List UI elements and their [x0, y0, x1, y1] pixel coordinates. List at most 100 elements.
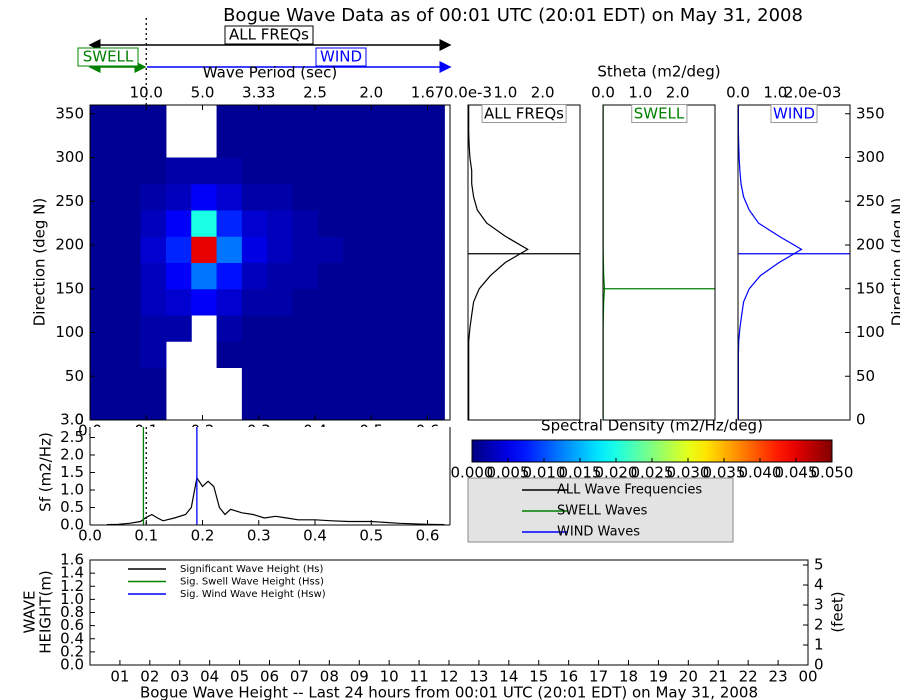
x-tick-label: 05 — [230, 668, 249, 686]
heat-cell — [368, 315, 395, 342]
x-tick-label: 1.0 — [628, 84, 652, 102]
x-tick-label: 10 — [380, 668, 399, 686]
panel-title: SWELL — [634, 105, 685, 123]
heat-cell — [216, 183, 243, 211]
colorbar-tick-label: 0.025 — [631, 464, 674, 482]
legend-label: Significant Wave Height (Hs) — [180, 564, 323, 575]
heat-cell — [368, 341, 395, 368]
y-tick-label: 0 — [74, 411, 84, 429]
heat-cell — [393, 183, 420, 211]
x-tick-label: 0.0 — [591, 84, 615, 102]
x-tick-label: 0.6 — [416, 527, 440, 545]
heat-cell — [393, 210, 420, 237]
heat-cell — [216, 157, 243, 185]
heat-cell — [393, 157, 420, 185]
y-tick-label: 100 — [55, 323, 84, 341]
heat-cell — [115, 183, 142, 211]
y-tick-label: 0.0 — [60, 656, 84, 674]
legend-label: SWELL Waves — [557, 504, 648, 519]
x-tick-label: 07 — [290, 668, 309, 686]
y-axis-label: Direction (deg N) — [889, 198, 900, 327]
x-tick-label: 14 — [499, 668, 518, 686]
heat-cell — [393, 367, 420, 395]
heat-cell — [343, 210, 369, 237]
heat-cell — [90, 157, 116, 185]
heat-cell — [241, 262, 268, 290]
panel-title-box — [770, 104, 818, 123]
heat-cell — [267, 210, 293, 237]
heat-cell — [140, 157, 167, 185]
x-tick-label: 5.0 — [191, 84, 215, 102]
heat-cell — [90, 105, 116, 132]
heat-cell — [292, 131, 319, 158]
y-tick-label: 1.6 — [60, 551, 84, 569]
y-tick-label: 350 — [55, 104, 84, 122]
heat-cell — [241, 315, 268, 342]
y-tick-label: 2.0 — [60, 446, 84, 464]
heat-cell — [90, 367, 116, 395]
heat-cell — [419, 288, 445, 316]
heat-cell — [317, 393, 344, 421]
heat-cell — [140, 183, 167, 211]
panel-bg — [603, 105, 715, 420]
heat-cell — [165, 288, 192, 316]
heat-cell — [292, 105, 319, 132]
x-tick-label: 09 — [350, 668, 369, 686]
heat-cell — [393, 315, 420, 342]
profile-line — [468, 105, 529, 420]
heat-cell — [292, 315, 319, 342]
heat-cell — [317, 367, 344, 395]
heat-cell — [115, 288, 142, 316]
heat-cell — [292, 288, 319, 316]
heat-cell — [292, 341, 319, 368]
heat-cell — [419, 157, 445, 185]
heat-cell — [140, 393, 167, 421]
heat-cell — [317, 183, 344, 211]
colorbar-tick-label: 0.000 — [451, 464, 494, 482]
heat-cell — [419, 236, 445, 263]
heat-cell — [343, 341, 369, 368]
heat-cell — [115, 341, 142, 368]
x-tick-label: 1.67 — [411, 84, 444, 102]
y-tick-label: 3.0 — [60, 411, 84, 429]
y-tick-label: 4 — [814, 576, 824, 594]
y-tick-label: 250 — [55, 192, 84, 210]
colorbar-tick-label: 0.010 — [523, 464, 566, 482]
heat-cell — [115, 236, 142, 263]
heat-cell — [368, 183, 395, 211]
heat-cell — [267, 315, 293, 342]
heat-cell — [419, 131, 445, 158]
swell-annotation: SWELL — [83, 48, 134, 66]
heat-cell — [267, 236, 293, 263]
x-tick-label: 06 — [260, 668, 279, 686]
heat-cell — [368, 131, 395, 158]
heat-cell — [115, 131, 142, 158]
x-tick-label: 15 — [529, 668, 548, 686]
heat-cell — [216, 236, 243, 263]
heat-cell — [115, 367, 142, 395]
x-tick-label: 2.0 — [359, 84, 383, 102]
heat-cell — [140, 288, 167, 316]
heat-cell — [368, 210, 395, 237]
colorbar-tick-label: 0.045 — [775, 464, 818, 482]
heat-cell — [317, 288, 344, 316]
panel-bg — [738, 105, 850, 420]
heat-cell — [343, 393, 369, 421]
heat-cell — [90, 288, 116, 316]
y-tick-label: 150 — [55, 279, 84, 297]
colorbar-tick-label: 0.015 — [559, 464, 602, 482]
heatmap-frame — [89, 104, 451, 421]
y-tick-label: 200 — [55, 236, 84, 254]
heat-cell — [165, 210, 192, 237]
heat-cell — [343, 105, 369, 132]
heat-cell — [191, 183, 218, 211]
heat-cell — [368, 367, 395, 395]
x-tick-label: 2.0 — [666, 84, 690, 102]
heat-cell — [241, 105, 268, 132]
heat-cell — [267, 367, 293, 395]
heat-cell — [292, 210, 319, 237]
x-tick-label: 17 — [589, 668, 608, 686]
heat-cell — [241, 236, 268, 263]
heat-cell — [267, 131, 293, 158]
